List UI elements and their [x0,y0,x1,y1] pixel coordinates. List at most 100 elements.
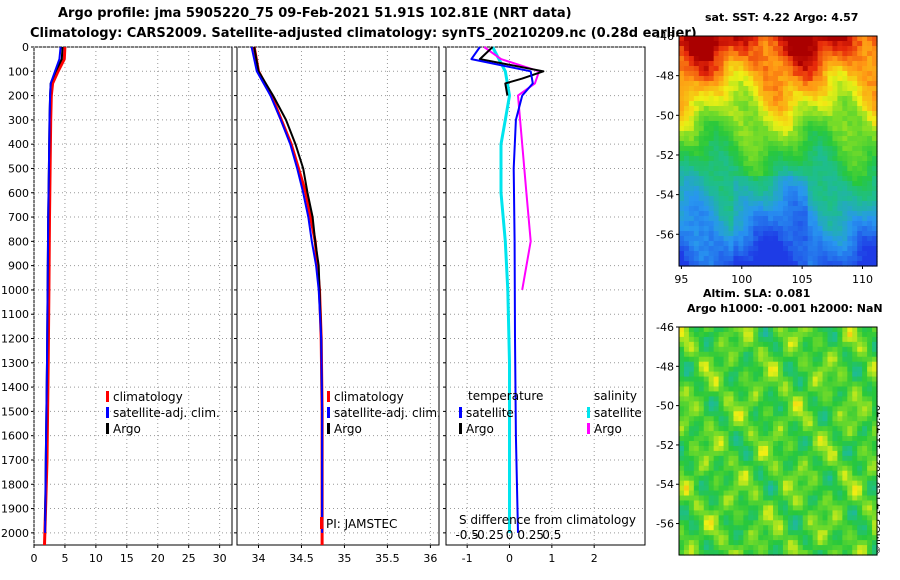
map-cell [708,81,715,87]
map-cell [847,116,853,122]
map-cell [812,56,819,62]
map-cell [723,525,730,531]
map-cell [698,530,705,536]
map-cell [688,505,695,511]
map-cell [778,156,784,162]
map-cell [822,455,829,462]
map-cell [758,101,764,107]
map-cell [683,46,690,52]
map-cell [679,246,685,252]
map-cell [837,256,843,262]
map-cell [728,141,735,147]
map-cell [822,256,829,262]
map-cell [753,450,759,457]
map-cell [718,401,725,407]
map-cell [797,96,804,102]
map-cell [688,436,695,442]
map-cell [782,351,789,358]
map-cell [693,86,700,92]
map-cell [728,525,735,531]
map-cell [852,156,858,162]
map-cell [683,520,690,526]
map-cell [753,76,759,82]
map-cell [847,171,853,177]
map-cell [708,241,715,247]
map-cell [778,176,784,182]
map-cell [753,221,759,227]
map-cell [728,46,735,52]
map-cell [698,327,705,333]
map-cell [872,411,878,417]
map-cell [708,436,715,442]
map-cell [718,241,725,247]
map-cell [748,191,754,197]
map-cell [713,391,720,397]
map-cell [683,485,690,492]
map-cell [832,121,838,127]
map-cell [782,161,789,167]
map-cell [693,465,700,472]
map-cell [693,441,700,447]
map-cell [723,346,730,353]
map-cell [693,81,700,87]
map-cell [723,495,730,502]
map-cell [827,126,834,132]
map-cell [708,396,715,402]
map-cell [738,426,744,432]
map-cell [758,121,764,127]
map-cell [842,51,848,57]
map-cell [693,216,700,222]
map-cell [802,236,809,242]
map-cell [733,455,739,462]
map-cell [733,495,739,502]
map-cell [773,146,779,152]
map-cell [713,396,720,402]
map-cell [748,161,754,167]
map-cell [787,465,794,472]
map-cell [862,146,868,152]
map-cell [768,186,774,192]
map-cell [763,116,769,122]
map-cell [807,176,814,182]
map-cell [693,241,700,247]
map-cell [718,116,725,122]
map-cell [857,186,863,192]
map-cell [802,46,809,52]
map-cell [792,206,799,212]
map-cell [748,431,754,437]
map-cell [748,455,754,462]
map-cell [733,376,739,383]
map-cell [807,81,814,87]
map-cell [758,460,764,467]
map-cell [728,251,735,257]
map-cell [753,361,759,368]
map-cell [728,51,735,57]
map-cell [713,91,720,97]
map-cell [743,441,749,447]
map-cell [693,535,700,541]
map-cell [812,381,819,388]
map-cell [872,131,878,137]
map-cell [787,176,794,182]
map-cell [832,161,838,167]
map-cell [728,436,735,442]
map-cell [748,396,754,402]
map-cell [713,441,720,447]
map-cell [688,51,695,57]
map-cell [728,146,735,152]
map-cell [822,166,829,172]
map-cell [773,136,779,142]
map-cell [782,226,789,232]
map-cell [753,465,759,472]
map-cell [872,371,878,378]
map-cell [733,176,739,182]
map-cell [773,431,779,437]
map-cell [718,445,725,452]
map-cell [743,371,749,378]
legend-salinity-title: salinity [594,389,637,403]
map-cell [782,241,789,247]
map-cell [797,535,804,541]
map-cell [768,176,774,182]
map-cell [748,56,754,62]
map-cell [698,550,705,556]
